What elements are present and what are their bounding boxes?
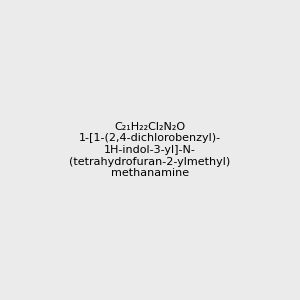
Text: C₂₁H₂₂Cl₂N₂O
1-[1-(2,4-dichlorobenzyl)-
1H-indol-3-yl]-N-
(tetrahydrofuran-2-ylm: C₂₁H₂₂Cl₂N₂O 1-[1-(2,4-dichlorobenzyl)- …: [69, 122, 231, 178]
